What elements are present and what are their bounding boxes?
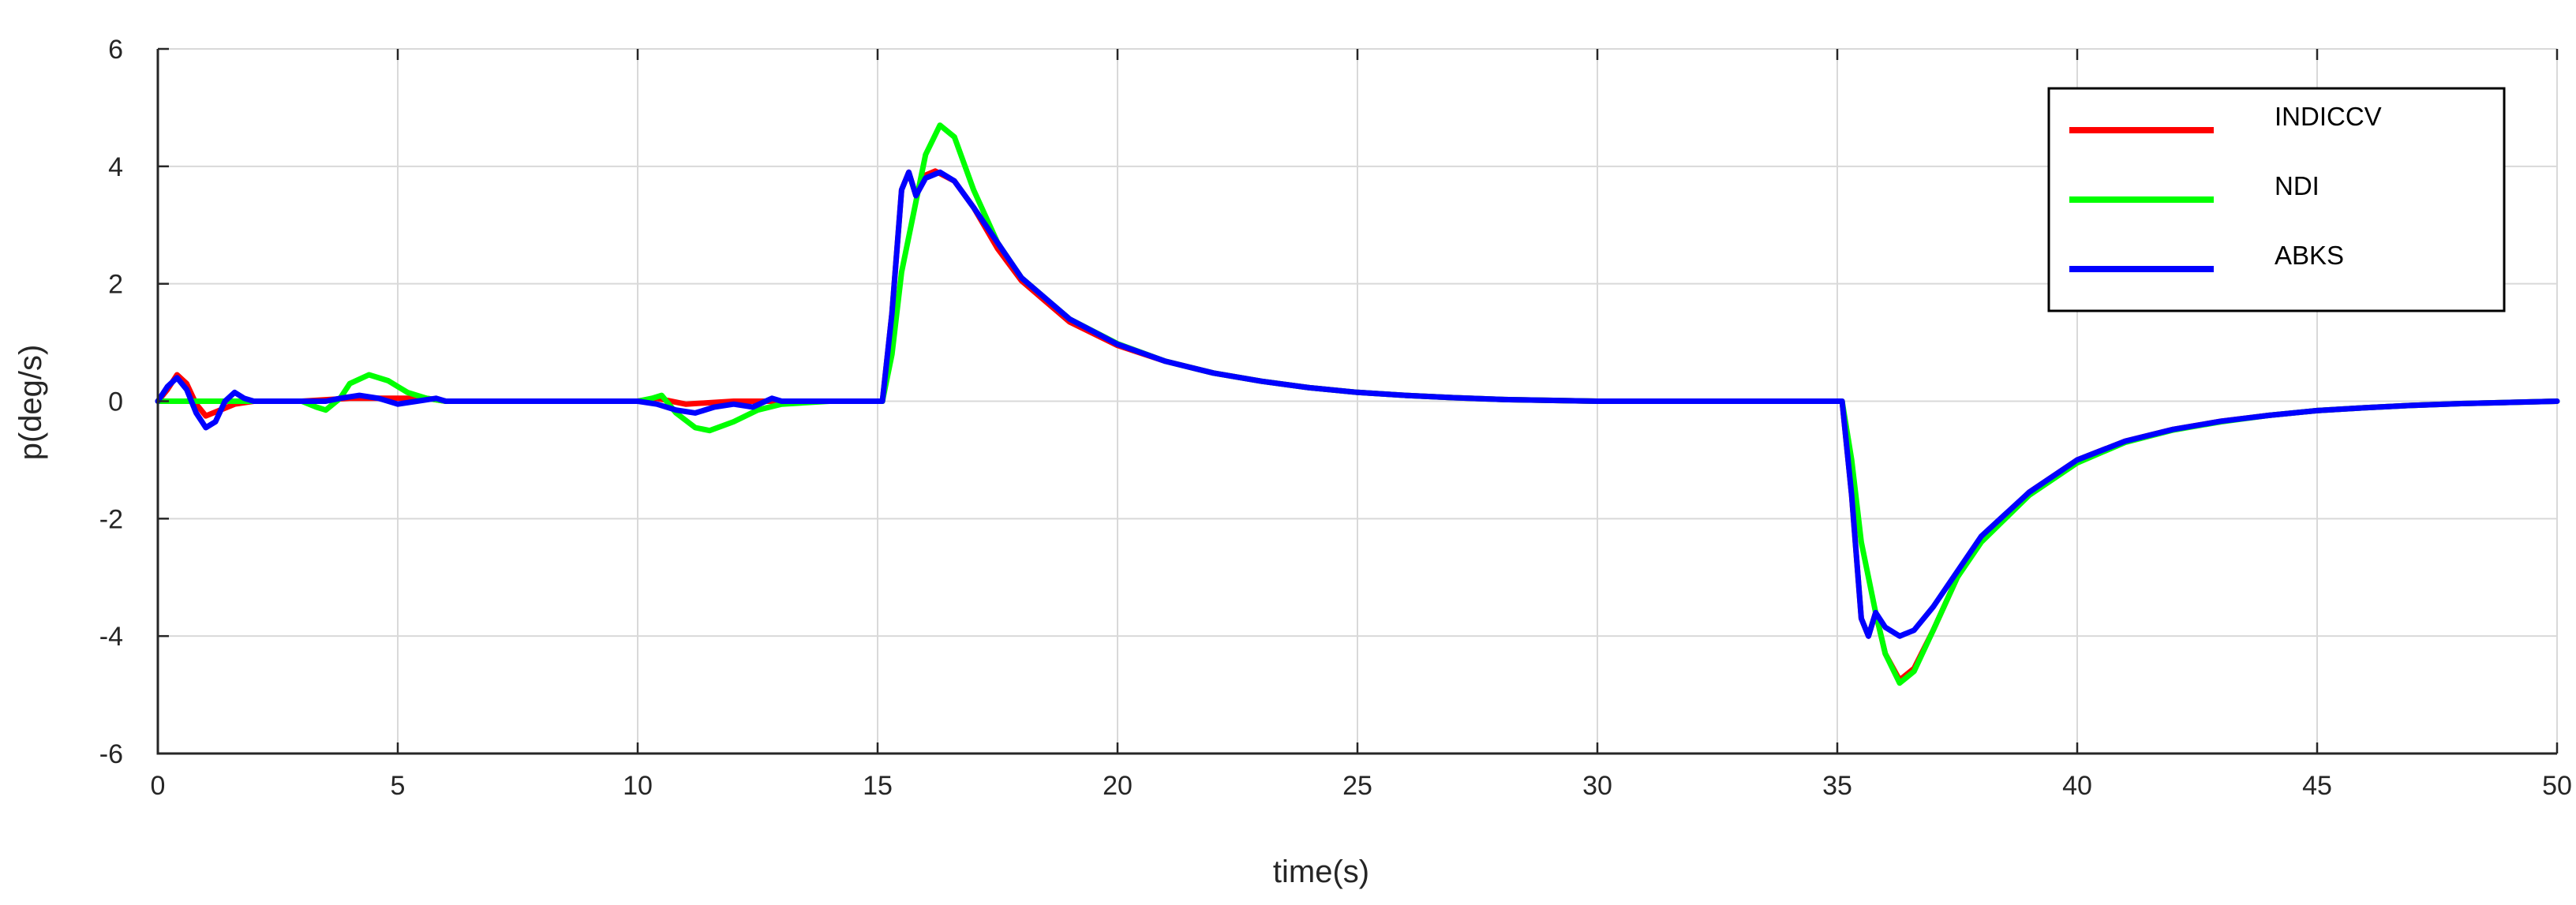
x-tick-label: 35 — [1822, 771, 1852, 801]
x-tick-label: 45 — [2302, 771, 2332, 801]
legend: INDICCV NDI ABKS — [2047, 87, 2506, 312]
x-tick-label: 0 — [151, 771, 166, 801]
x-tick-label: 5 — [391, 771, 406, 801]
y-tick-label: 6 — [108, 35, 123, 65]
x-tick-label: 25 — [1342, 771, 1372, 801]
series-layer — [155, 122, 2560, 686]
x-axis-label: time(s) — [1273, 855, 1369, 889]
y-tick-label: -2 — [99, 504, 123, 534]
x-tick-label: 20 — [1103, 771, 1133, 801]
y-tick-label: 4 — [108, 152, 123, 182]
legend-label-indiccv: INDICCV — [2275, 102, 2382, 131]
x-tick-label: 50 — [2542, 771, 2572, 801]
axes — [156, 47, 2559, 755]
y-tick-label: 0 — [108, 387, 123, 417]
series-line-abks — [155, 169, 2560, 639]
x-tick-label: 30 — [1582, 771, 1612, 801]
y-tick-label: -4 — [99, 622, 123, 652]
y-tick-label: -6 — [99, 739, 123, 769]
x-tick-label: 10 — [623, 771, 653, 801]
x-tick-label: 15 — [863, 771, 893, 801]
legend-label-abks: ABKS — [2275, 241, 2344, 270]
x-tick-label: 40 — [2062, 771, 2092, 801]
legend-label-ndi: NDI — [2275, 171, 2320, 200]
tick-labels: 0 5 10 15 20 25 30 35 40 45 50 -6 -4 -2 0 2 4 6 — [99, 35, 2572, 801]
y-axis-label: p(deg/s) — [13, 345, 48, 461]
y-tick-label: 2 — [108, 270, 123, 300]
